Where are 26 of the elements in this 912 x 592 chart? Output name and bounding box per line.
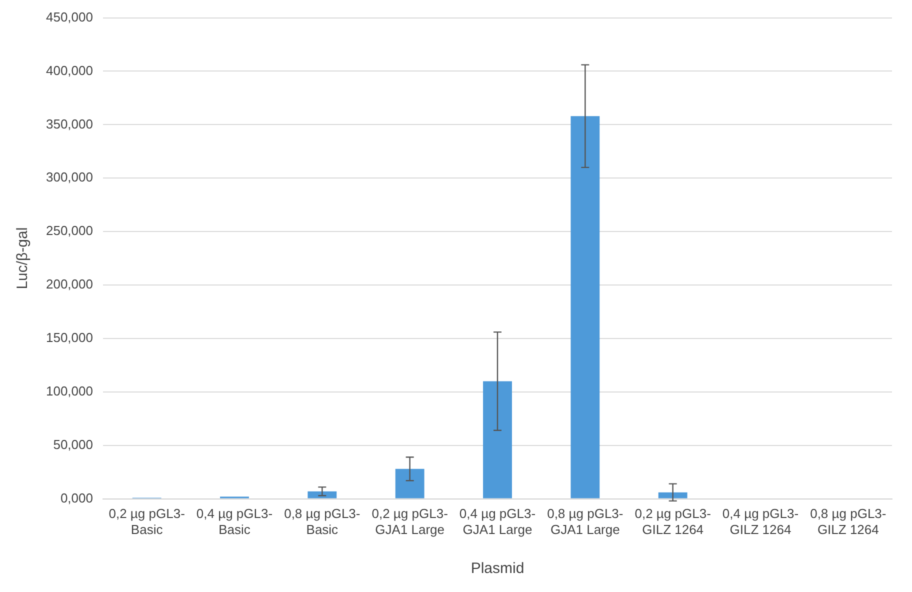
x-axis-title: Plasmid xyxy=(470,560,524,578)
x-tick-label: 0,8 µg pGL3- GILZ 1264 xyxy=(810,506,886,537)
y-tick-label: 300,000 xyxy=(46,170,93,185)
y-tick-label: 350,000 xyxy=(46,116,93,132)
x-tick-label: 0,8 µg pGL3- Basic xyxy=(284,506,360,537)
y-axis-title: Luc/β-gal xyxy=(14,227,32,290)
y-tick-label: 400,000 xyxy=(46,62,93,78)
bar xyxy=(570,116,600,498)
x-tick-label: 0,2 µg pGL3- Basic xyxy=(108,506,185,537)
x-tick-label: 0,4 µg pGL3- GILZ 1264 xyxy=(722,506,799,537)
y-tick-label: 0,000 xyxy=(60,490,93,506)
y-tick-label: 150,000 xyxy=(46,330,93,346)
x-tick-label: 0,2 µg pGL3- GJA1 Large xyxy=(372,506,448,537)
y-tick-label: 100,000 xyxy=(46,383,93,398)
bar xyxy=(308,491,337,498)
y-tick-label: 250,000 xyxy=(46,223,93,238)
y-tick-label: 50,000 xyxy=(53,436,93,452)
x-tick-label: 0,8 µg pGL3- GJA1 Large xyxy=(547,506,624,537)
bar xyxy=(658,492,688,498)
y-tick-label: 200,000 xyxy=(46,276,93,292)
x-tick-label: 0,4 µg pGL3- GJA1 Large xyxy=(459,506,536,537)
x-tick-label: 0,4 µg pGL3- Basic xyxy=(196,506,273,537)
bar xyxy=(483,381,512,498)
x-tick-label: 0,2 µg pGL3- GILZ 1264 xyxy=(634,506,711,537)
y-tick-label: 450,000 xyxy=(46,9,93,24)
bar xyxy=(395,468,424,498)
